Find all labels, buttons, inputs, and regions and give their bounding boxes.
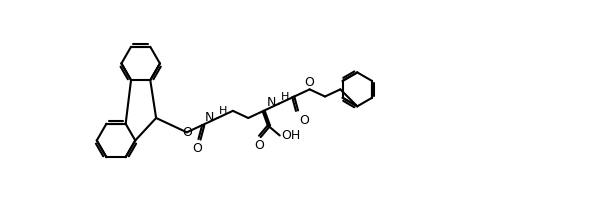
Text: OH: OH (282, 129, 300, 142)
Text: H: H (280, 92, 289, 102)
Text: O: O (305, 76, 314, 89)
Text: O: O (254, 139, 264, 152)
Text: N: N (205, 111, 215, 124)
Text: O: O (192, 142, 202, 155)
Text: N: N (266, 96, 276, 109)
Text: H: H (219, 106, 227, 116)
Text: O: O (182, 126, 192, 139)
Text: O: O (300, 114, 309, 126)
